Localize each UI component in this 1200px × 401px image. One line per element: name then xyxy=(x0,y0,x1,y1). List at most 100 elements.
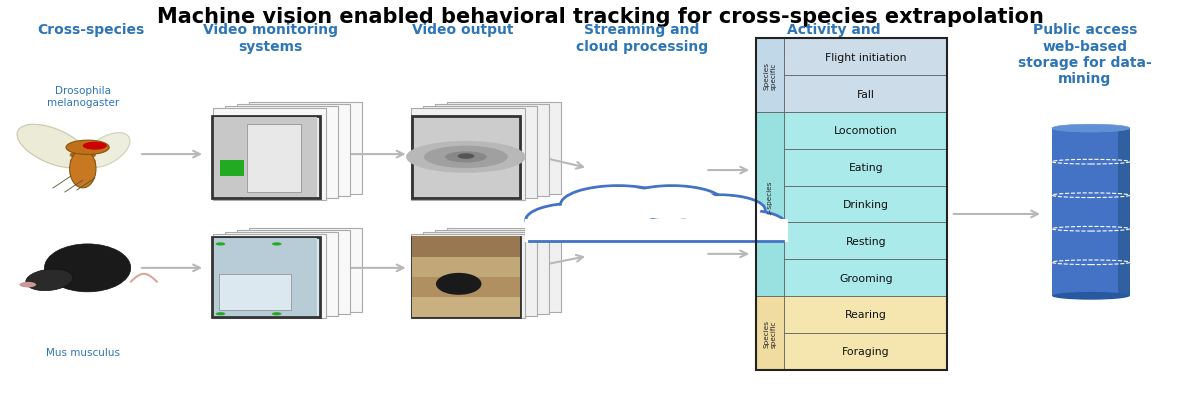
Bar xyxy=(212,117,320,198)
Bar xyxy=(1052,129,1129,296)
Ellipse shape xyxy=(70,164,96,172)
Circle shape xyxy=(66,141,109,155)
Text: Flight initiation: Flight initiation xyxy=(826,53,906,63)
Text: Drosophila
melanogaster: Drosophila melanogaster xyxy=(47,86,119,108)
Bar xyxy=(448,103,562,194)
Circle shape xyxy=(619,186,725,221)
Circle shape xyxy=(272,243,282,246)
Bar xyxy=(215,238,318,316)
Bar xyxy=(424,107,538,198)
Bar xyxy=(220,274,292,310)
Bar xyxy=(785,186,947,223)
Bar xyxy=(212,109,326,200)
Text: Drinking: Drinking xyxy=(842,199,889,209)
Text: Mus musculus: Mus musculus xyxy=(46,347,120,357)
Bar xyxy=(448,229,562,312)
Text: Machine vision enabled behavioral tracking for cross-species extrapolation: Machine vision enabled behavioral tracki… xyxy=(156,7,1044,27)
Bar xyxy=(412,236,520,257)
Bar xyxy=(215,118,318,197)
Bar xyxy=(212,234,326,318)
Bar xyxy=(412,256,520,277)
Text: Foraging: Foraging xyxy=(842,346,889,356)
Bar xyxy=(785,39,947,76)
Text: Grooming: Grooming xyxy=(839,273,893,283)
Text: Species
specific: Species specific xyxy=(763,319,776,347)
Circle shape xyxy=(216,312,226,316)
Text: Eating: Eating xyxy=(848,163,883,173)
Text: Fall: Fall xyxy=(857,89,875,99)
Text: Streaming and
cloud processing: Streaming and cloud processing xyxy=(576,23,708,53)
Bar xyxy=(412,276,520,297)
Bar xyxy=(524,220,788,242)
Circle shape xyxy=(624,188,720,220)
Bar xyxy=(412,234,526,318)
Text: Cross-species: Cross-species xyxy=(37,23,145,37)
Ellipse shape xyxy=(70,145,96,154)
Ellipse shape xyxy=(70,170,96,179)
Bar xyxy=(424,232,538,316)
Ellipse shape xyxy=(436,273,481,295)
Text: Public access
web-based
storage for data-
mining: Public access web-based storage for data… xyxy=(1018,23,1152,86)
Bar xyxy=(756,39,785,113)
Circle shape xyxy=(679,197,761,224)
Bar xyxy=(412,296,520,317)
Circle shape xyxy=(560,186,676,225)
Ellipse shape xyxy=(1052,292,1129,300)
Ellipse shape xyxy=(25,269,73,291)
Circle shape xyxy=(530,205,622,235)
Ellipse shape xyxy=(1052,125,1129,133)
Bar xyxy=(412,237,520,317)
Circle shape xyxy=(707,212,781,237)
Circle shape xyxy=(457,154,474,160)
Bar xyxy=(785,259,947,296)
Bar xyxy=(756,113,785,296)
Ellipse shape xyxy=(49,256,73,266)
Ellipse shape xyxy=(70,158,96,166)
Bar xyxy=(236,105,350,196)
Bar xyxy=(221,161,245,176)
Bar xyxy=(785,76,947,113)
Circle shape xyxy=(565,188,671,223)
Text: Rearing: Rearing xyxy=(845,310,887,320)
Ellipse shape xyxy=(17,125,89,168)
Bar xyxy=(436,230,550,314)
Bar xyxy=(224,107,338,198)
Text: Cross-species: Cross-species xyxy=(767,180,773,229)
Ellipse shape xyxy=(84,134,130,168)
Bar xyxy=(756,296,785,370)
Text: Resting: Resting xyxy=(846,236,886,246)
Bar xyxy=(412,117,520,198)
Bar xyxy=(1117,129,1129,296)
Bar xyxy=(236,230,350,314)
Bar xyxy=(785,296,947,333)
Ellipse shape xyxy=(406,142,526,173)
Ellipse shape xyxy=(445,152,487,163)
Bar xyxy=(247,125,301,192)
Circle shape xyxy=(216,243,226,246)
Circle shape xyxy=(19,282,36,288)
Text: Activity and
behavior profile
extraction: Activity and behavior profile extraction xyxy=(772,23,896,69)
Circle shape xyxy=(674,195,766,226)
Ellipse shape xyxy=(44,244,131,292)
Circle shape xyxy=(272,312,282,316)
Bar xyxy=(248,103,362,194)
Bar xyxy=(248,229,362,312)
Ellipse shape xyxy=(70,151,96,160)
Bar xyxy=(212,237,320,317)
Circle shape xyxy=(83,142,107,150)
Text: Species
specific: Species specific xyxy=(763,62,776,90)
Bar xyxy=(785,333,947,370)
Bar xyxy=(756,39,947,370)
Bar xyxy=(412,109,526,200)
Ellipse shape xyxy=(70,150,96,188)
Text: Video output: Video output xyxy=(412,23,514,37)
Text: Locomotion: Locomotion xyxy=(834,126,898,136)
Bar xyxy=(785,113,947,150)
Bar xyxy=(436,105,550,196)
Circle shape xyxy=(702,211,786,238)
Circle shape xyxy=(526,204,626,237)
Bar xyxy=(224,232,338,316)
Ellipse shape xyxy=(424,146,508,169)
Text: Video monitoring
systems: Video monitoring systems xyxy=(203,23,338,53)
Bar xyxy=(785,223,947,259)
